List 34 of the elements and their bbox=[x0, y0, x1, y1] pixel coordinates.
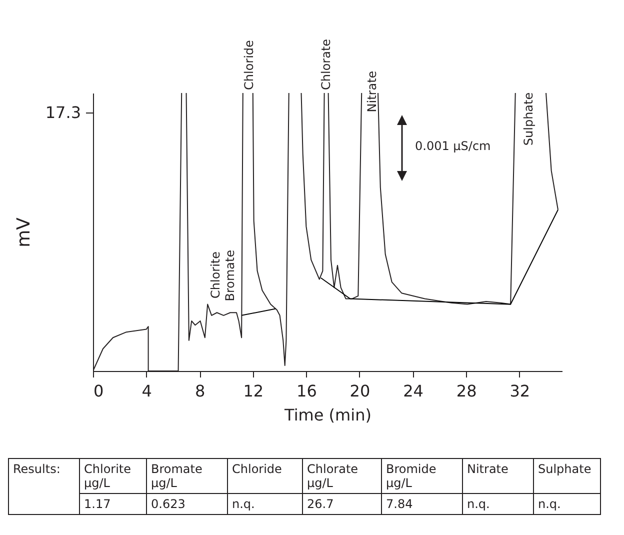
x-tick-label: 32 bbox=[510, 382, 530, 400]
annotation: 0.001 µS/cm bbox=[415, 138, 491, 153]
text: 7.84 bbox=[382, 494, 462, 514]
annotation: Chlorate bbox=[319, 38, 334, 90]
annotation: Bromate bbox=[223, 250, 238, 302]
annotation: Chlorite bbox=[208, 251, 223, 298]
text: n.q. bbox=[462, 494, 534, 514]
x-tick-label: 28 bbox=[456, 382, 477, 400]
text: 1.17 bbox=[80, 494, 146, 514]
text: 26.7 bbox=[302, 494, 382, 514]
annotation: Chloride bbox=[242, 40, 256, 90]
x-tick-label: 20 bbox=[350, 382, 370, 400]
x-tick-label: 8 bbox=[194, 382, 206, 400]
text: n.q. bbox=[534, 494, 600, 514]
y-axis-title: mV bbox=[14, 216, 34, 248]
x-tick-label: 16 bbox=[296, 382, 317, 400]
text: Chloride bbox=[228, 458, 302, 494]
text: 0.623 bbox=[146, 494, 228, 514]
annotation: Nitrate bbox=[365, 70, 380, 112]
text: Results: bbox=[8, 458, 80, 514]
text: Bromate µg/L bbox=[146, 458, 228, 494]
text: Nitrate bbox=[462, 458, 534, 494]
annotation: Sulphate bbox=[522, 92, 536, 146]
x-tick-label: 4 bbox=[142, 382, 152, 400]
x-tick-label: 12 bbox=[243, 382, 264, 400]
x-axis-title: Time (min) bbox=[284, 406, 372, 424]
text: n.q. bbox=[228, 494, 302, 514]
x-tick-label: 0 bbox=[94, 382, 104, 400]
text: Chlorite µg/L bbox=[80, 458, 146, 494]
text: Bromide µg/L bbox=[382, 458, 462, 494]
x-tick-label: 24 bbox=[403, 382, 424, 400]
text: 17.3 bbox=[45, 103, 81, 122]
text: Chlorate µg/L bbox=[302, 458, 382, 494]
text: Sulphate bbox=[534, 458, 600, 494]
